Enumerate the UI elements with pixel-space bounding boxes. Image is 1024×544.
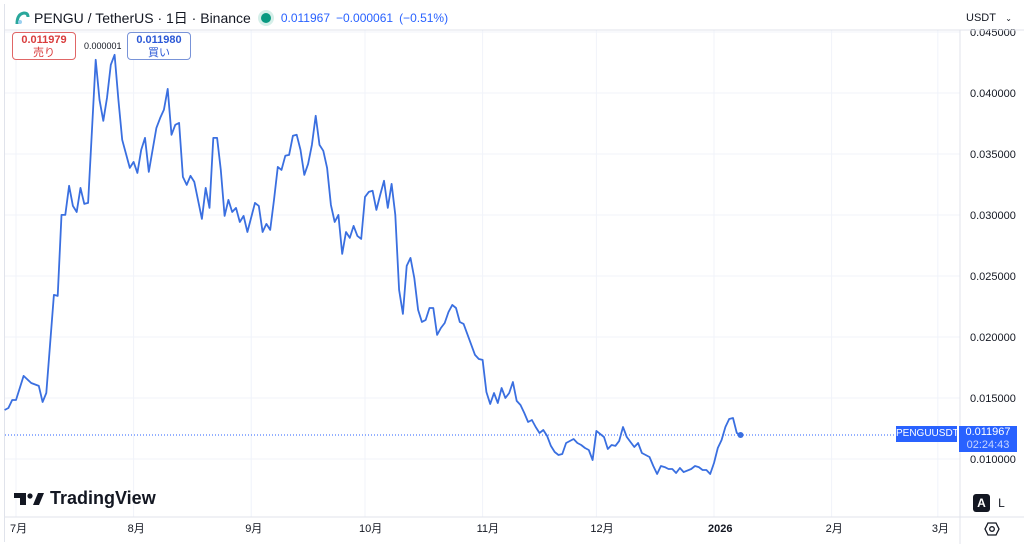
last-price: 0.011967 [280, 11, 330, 25]
auto-scale-button[interactable]: A [973, 494, 990, 512]
x-tick-label: 10月 [359, 523, 382, 535]
log-scale-button[interactable]: L [993, 494, 1010, 512]
x-tick-label: 8月 [128, 523, 145, 535]
price-change: −0.000061 [336, 11, 394, 25]
sell-button[interactable]: 0.011979 売り [12, 32, 76, 60]
x-tick-label: 9月 [245, 523, 262, 535]
currency-value: USDT [966, 12, 996, 24]
buy-price: 0.011980 [136, 34, 182, 46]
y-tick-label: 0.010000 [970, 454, 1016, 466]
currency-selector[interactable]: USDT ⌄ [960, 7, 1018, 29]
gear-icon[interactable] [984, 521, 1000, 537]
symbol-price-label: PENGUUSDT [896, 426, 959, 442]
tradingview-logo-icon [14, 492, 44, 505]
symbol-title[interactable]: PENGU / TetherUS · 1日 · Binance [34, 10, 251, 26]
market-status-icon [260, 13, 271, 23]
y-tick-label: 0.015000 [970, 393, 1016, 405]
x-tick-label: 12月 [590, 523, 613, 535]
y-tick-label: 0.025000 [970, 271, 1016, 283]
symbol-header: PENGU / TetherUS · 1日 · Binance 0.011967… [14, 8, 454, 28]
x-tick-label: 11月 [477, 523, 499, 535]
spread-value: 0.000001 [84, 41, 122, 51]
last-price-marker [737, 432, 744, 439]
bar-countdown: 02:24:43 [966, 439, 1010, 451]
logo-text: TradingView [50, 488, 156, 508]
y-tick-label: 0.040000 [970, 88, 1016, 100]
buy-button[interactable]: 0.011980 買い [127, 32, 191, 60]
x-tick-label: 7月 [10, 523, 27, 535]
chart-frame [4, 4, 1023, 542]
buy-label: 買い [148, 47, 170, 59]
sell-label: 売り [33, 47, 55, 59]
y-tick-label: 0.035000 [970, 149, 1016, 161]
x-tick-label: 2月 [826, 523, 843, 535]
sell-price: 0.011979 [21, 34, 67, 46]
x-tick-label: 2026 [708, 523, 732, 535]
current-price: 0.011967 [965, 426, 1011, 438]
chevron-down-icon: ⌄ [1005, 13, 1012, 23]
y-tick-label: 0.030000 [970, 210, 1016, 222]
current-price-label: 0.011967 02:24:43 [959, 426, 1017, 452]
tradingview-logo[interactable]: TradingView [14, 488, 156, 509]
price-series-line [4, 53, 742, 475]
x-tick-label: 3月 [932, 523, 949, 535]
price-change-pct: (−0.51%) [399, 11, 449, 25]
y-tick-label: 0.020000 [970, 332, 1016, 344]
pengu-logo-icon [15, 11, 30, 25]
